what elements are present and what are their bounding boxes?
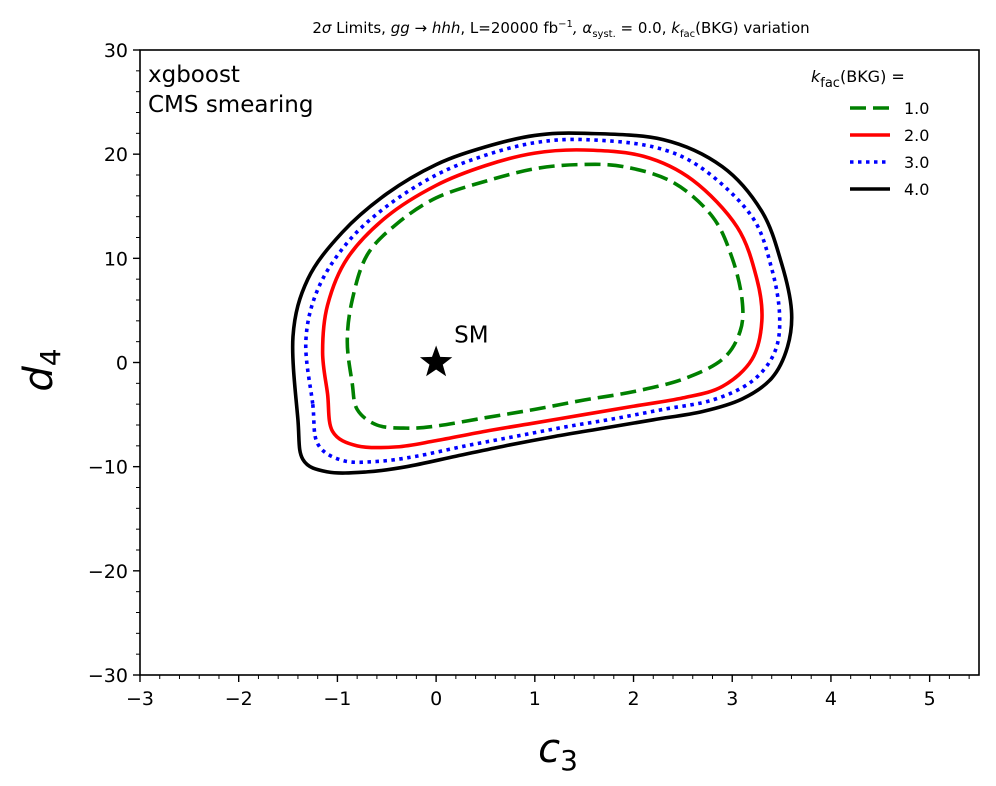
annotation-smearing: CMS smearing bbox=[148, 92, 313, 118]
chart-title: 2σ Limits, gg → hhh, L=20000 fb−1, αsyst… bbox=[312, 19, 809, 40]
x-tick-label: −2 bbox=[225, 688, 253, 710]
x-tick-label: −3 bbox=[126, 688, 154, 710]
legend-label-3.0: 3.0 bbox=[904, 153, 929, 172]
legend: kfac(BKG) = 1.0 2.0 3.0 4.0 bbox=[811, 67, 929, 199]
x-tick-label: 4 bbox=[825, 688, 837, 710]
legend-entries: 1.0 2.0 3.0 4.0 bbox=[850, 99, 929, 199]
x-tick-label: 1 bbox=[529, 688, 541, 710]
y-tick-label: 20 bbox=[104, 144, 128, 166]
contour-4.0 bbox=[290, 131, 794, 475]
y-tick-label: −20 bbox=[88, 561, 128, 583]
x-tick-label: 5 bbox=[924, 688, 936, 710]
sm-label: SM bbox=[454, 323, 488, 349]
x-tick-label: 2 bbox=[627, 688, 639, 710]
x-tick-label: −1 bbox=[323, 688, 351, 710]
annotation-model: xgboost bbox=[148, 62, 240, 88]
plot-frame bbox=[139, 49, 980, 676]
legend-title: kfac(BKG) = bbox=[811, 67, 905, 91]
legend-label-2.0: 2.0 bbox=[904, 126, 929, 145]
y-tick-label: 0 bbox=[116, 353, 128, 375]
contour-1.0 bbox=[345, 162, 745, 430]
contour-2.0 bbox=[320, 148, 764, 450]
contour-3.0 bbox=[304, 137, 782, 465]
y-tick-label: 10 bbox=[104, 248, 128, 270]
x-axis-label: c3 bbox=[538, 726, 578, 777]
x-tick-label: 3 bbox=[726, 688, 738, 710]
legend-label-1.0: 1.0 bbox=[904, 99, 929, 118]
x-tick-label: 0 bbox=[430, 688, 442, 710]
sm-star-marker bbox=[419, 345, 453, 377]
legend-label-4.0: 4.0 bbox=[904, 180, 929, 199]
y-tick-label: 30 bbox=[104, 40, 128, 62]
y-tick-label: −30 bbox=[88, 665, 128, 687]
y-tick-label: −10 bbox=[88, 457, 128, 479]
y-axis-label: d4 bbox=[16, 348, 67, 391]
contour-curves bbox=[290, 131, 794, 475]
